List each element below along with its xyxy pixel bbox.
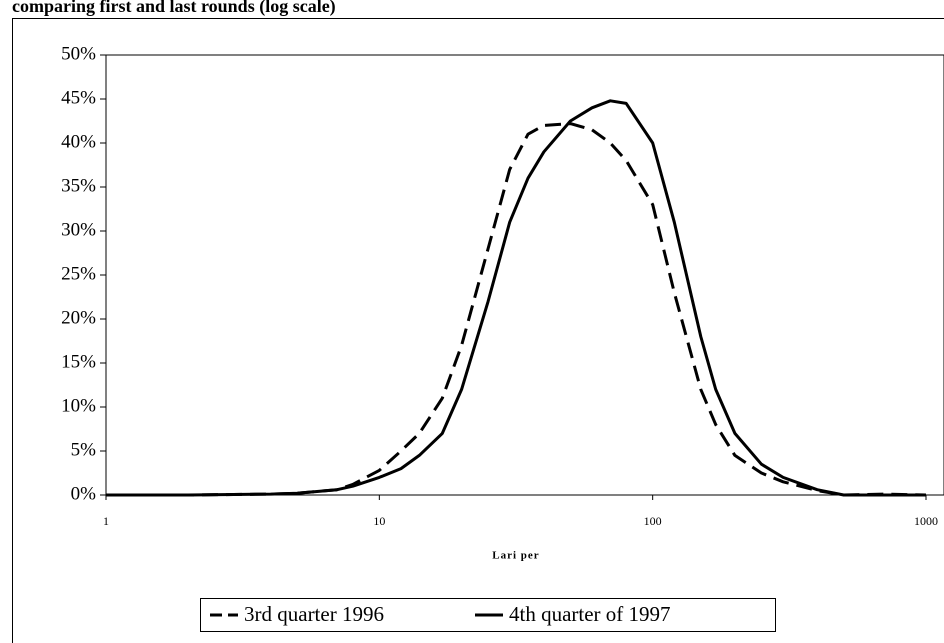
chart-frame xyxy=(12,18,944,643)
y-tick-label: 50% xyxy=(61,43,96,64)
x-tick-label: 1000 xyxy=(914,514,938,528)
y-tick-label: 25% xyxy=(61,263,96,284)
x-axis-label: Lari per xyxy=(492,550,539,562)
data-line xyxy=(106,99,926,497)
plot-area xyxy=(105,54,944,496)
y-tick-label: 40% xyxy=(61,131,96,152)
y-tick-label: 45% xyxy=(61,87,96,108)
y-tick-label: 15% xyxy=(61,351,96,372)
x-tick-label: 100 xyxy=(644,514,662,528)
x-tick-label: 10 xyxy=(373,514,385,528)
chart-title: comparing first and last rounds (log sca… xyxy=(12,0,336,17)
y-tick-label: 10% xyxy=(61,395,96,416)
x-tick-label: 1 xyxy=(103,514,109,528)
legend-label: 4th quarter of 1997 xyxy=(509,602,671,626)
data-line xyxy=(106,122,927,497)
y-tick-label: 20% xyxy=(61,307,96,328)
y-tick-label: 5% xyxy=(71,439,97,460)
y-tick-label: 30% xyxy=(61,219,96,240)
y-tick-label: 35% xyxy=(61,175,96,196)
y-tick-label: 0% xyxy=(71,483,97,504)
legend-label: 3rd quarter 1996 xyxy=(244,602,384,626)
